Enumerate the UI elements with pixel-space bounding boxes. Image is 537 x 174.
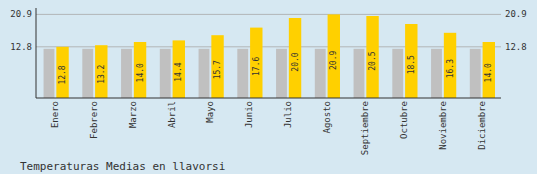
grid-line: [36, 14, 501, 15]
bar: [121, 49, 132, 98]
bar: [405, 24, 417, 98]
x-tick-label: Julio: [283, 101, 293, 128]
bar: [354, 49, 365, 98]
bars: [44, 14, 495, 98]
x-tick-label: Marzo: [128, 101, 138, 128]
data-label: 20.5: [368, 51, 377, 70]
data-label: 14.0: [136, 63, 145, 82]
bar: [95, 45, 107, 98]
bar: [237, 49, 248, 98]
x-tick-label: Diciembre: [477, 101, 487, 150]
data-label: 20.9: [329, 51, 338, 70]
bar: [276, 49, 287, 98]
x-axis: [36, 98, 501, 99]
x-tick-label: Noviembre: [438, 101, 448, 150]
data-label: 16.3: [446, 59, 455, 78]
data-label: 14.4: [174, 62, 183, 81]
bar: [160, 49, 171, 98]
y-tick-label: 12.8: [10, 42, 32, 52]
chart: 12.8 12.8 20.9 20.9 12.8 13.2 14.0 14.4 15.7 17.6…: [0, 0, 537, 174]
bar: [470, 49, 481, 98]
data-label: 13.2: [97, 64, 106, 83]
bar: [366, 16, 378, 98]
x-tick-label: Septiembre: [360, 101, 370, 155]
bar: [250, 28, 262, 98]
x-tick-label: Agosto: [322, 101, 332, 134]
y-axis: [36, 8, 37, 98]
y-tick-label-right: 20.9: [505, 9, 527, 19]
data-label: 17.6: [252, 57, 261, 76]
background: [0, 0, 537, 174]
y-tick-label-right: 12.8: [505, 42, 527, 52]
bar: [315, 49, 326, 98]
data-label: 15.7: [213, 60, 222, 79]
bar: [431, 49, 442, 98]
data-label: 12.8: [58, 65, 67, 84]
title: Temperaturas Medias en llavorsi: [20, 160, 225, 173]
x-tick-label: Febrero: [89, 101, 99, 139]
bar: [211, 35, 223, 98]
bar: [134, 42, 146, 98]
bar: [173, 40, 185, 98]
bar: [328, 14, 340, 98]
x-tick-label: Enero: [50, 101, 60, 128]
x-tick-label: Junio: [244, 101, 254, 128]
x-tick-label: Mayo: [205, 101, 215, 123]
y-tick-label: 20.9: [10, 9, 32, 19]
x-tick-label: Abril: [167, 101, 177, 128]
bar: [289, 18, 301, 98]
bar: [199, 49, 210, 98]
x-tick-label: Octubre: [399, 101, 409, 139]
bar: [82, 49, 93, 98]
data-label: 14.0: [484, 63, 493, 82]
data-label: 20.0: [291, 52, 300, 71]
bar: [392, 49, 403, 98]
bar: [56, 47, 68, 98]
bar: [444, 33, 456, 98]
bar: [44, 49, 55, 98]
bar: [483, 42, 495, 98]
data-label: 18.5: [407, 55, 416, 74]
